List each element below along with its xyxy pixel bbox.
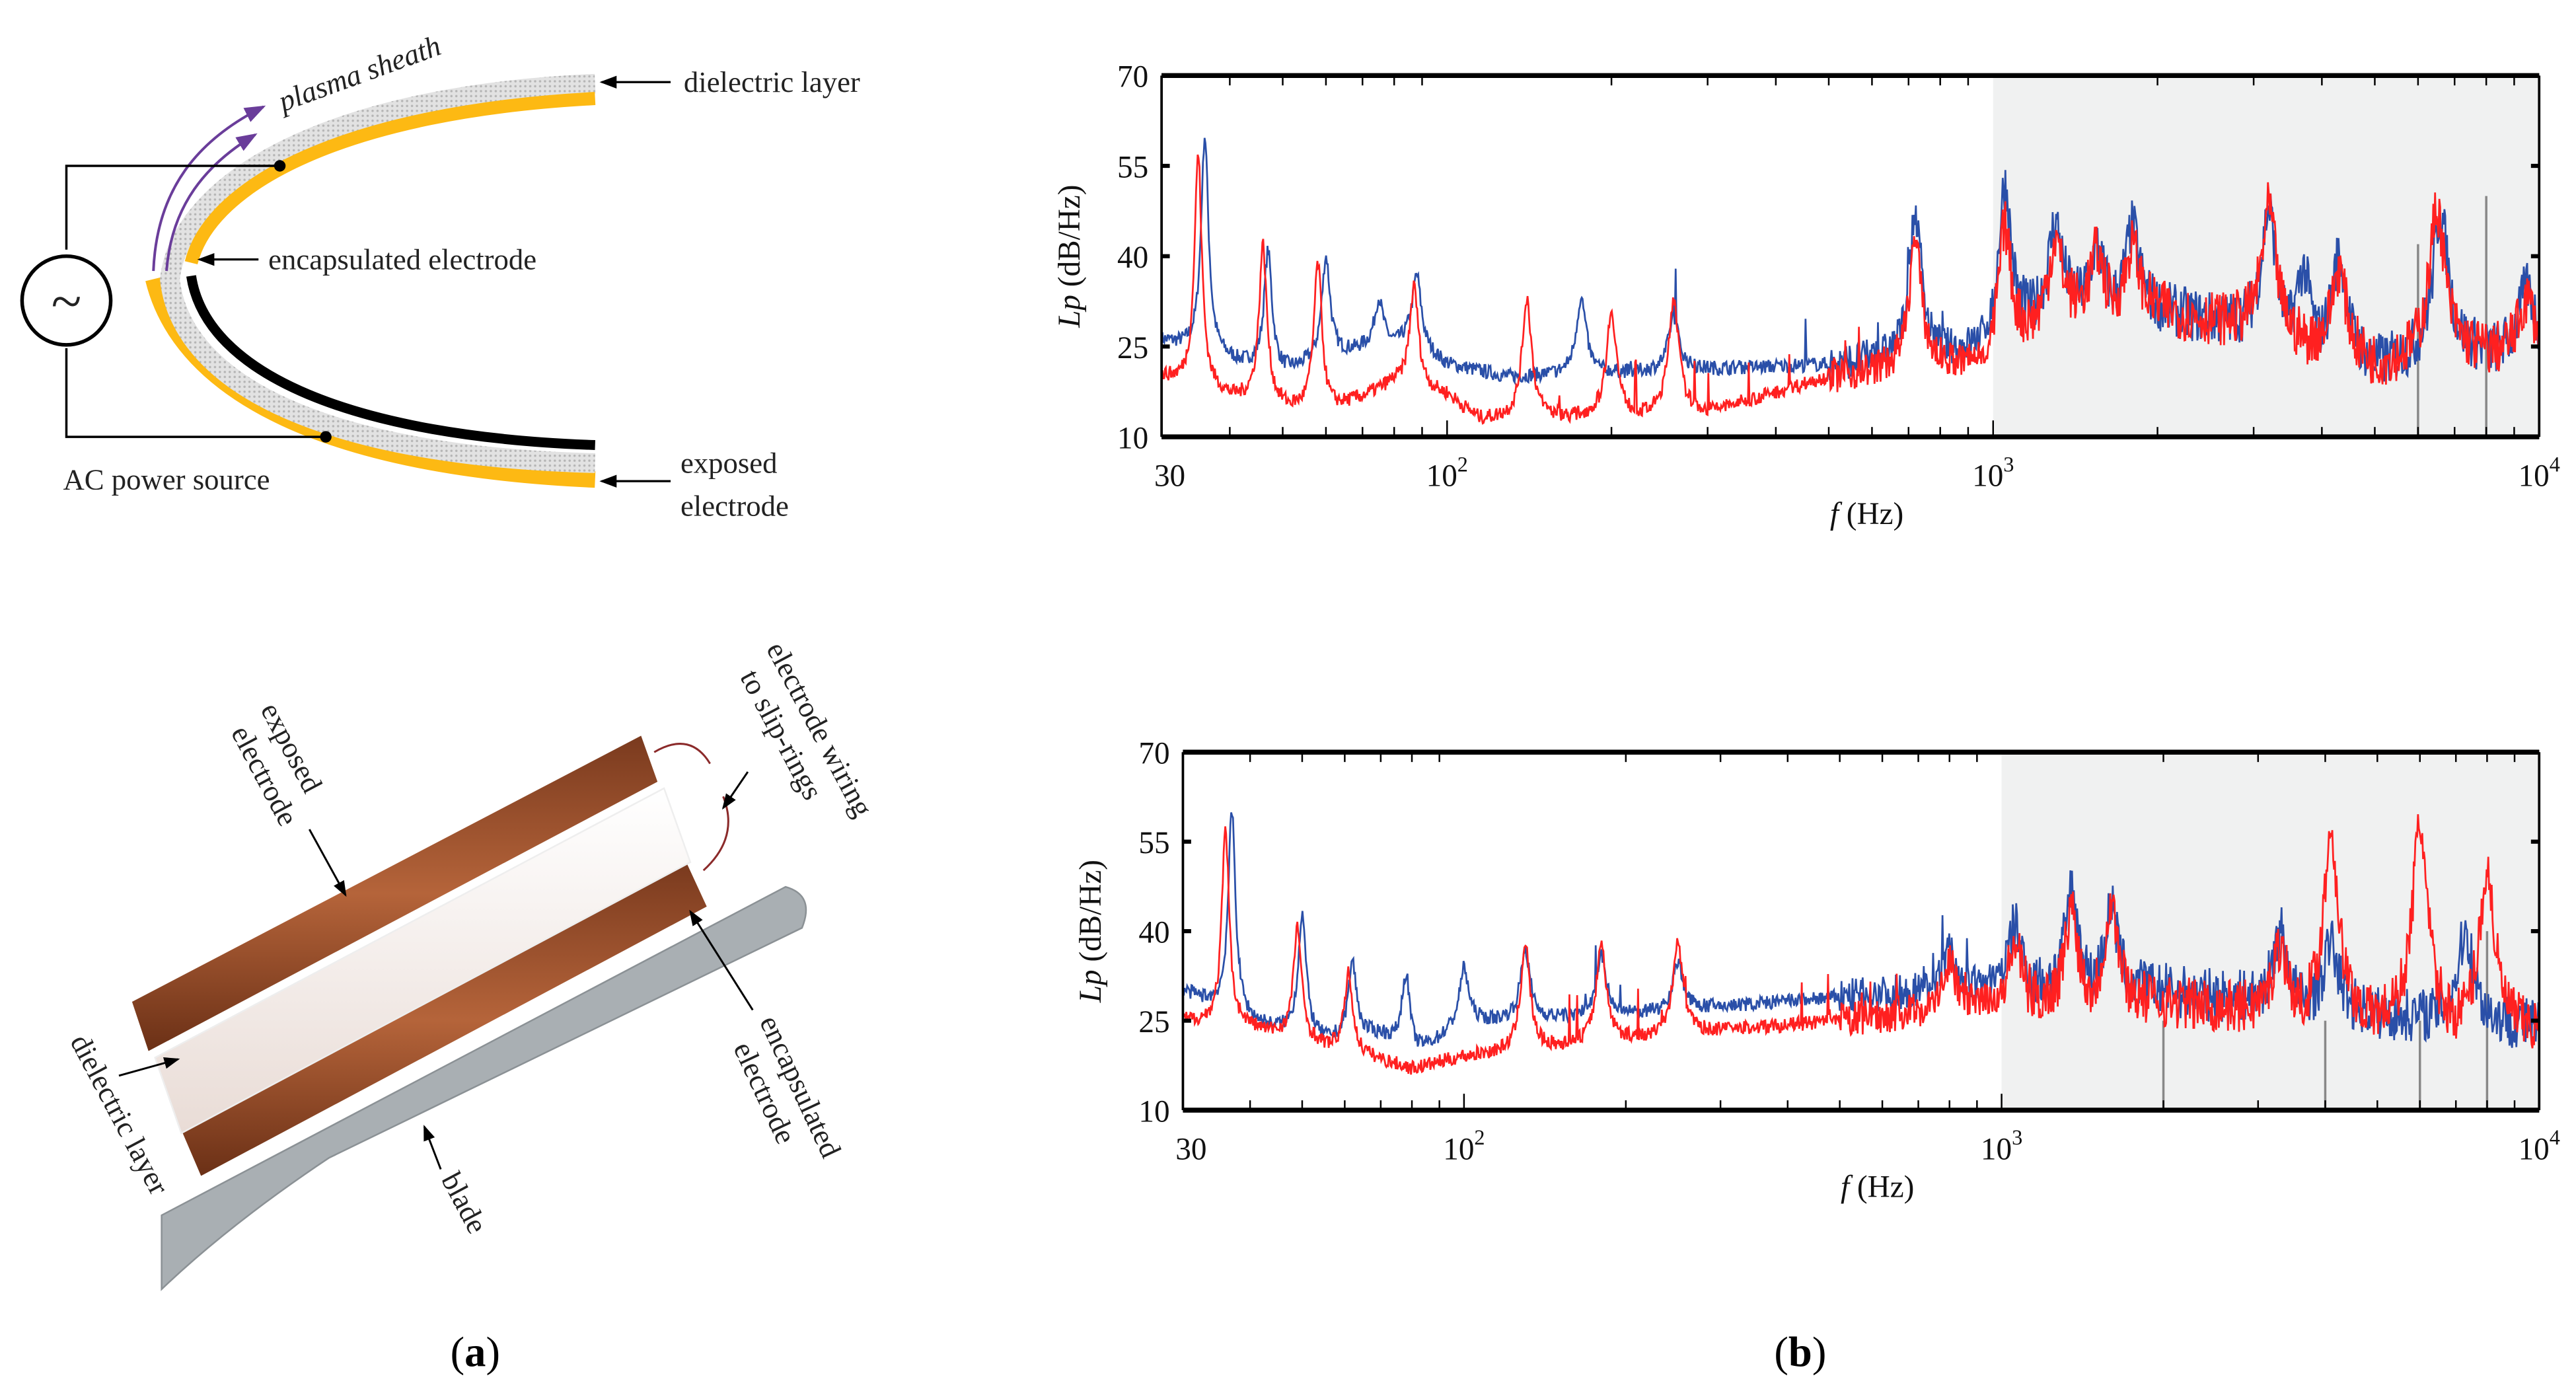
label-dielectric-layer: dielectric layer <box>684 65 860 98</box>
y-tick-label: 55 <box>1138 826 1169 860</box>
x-tick-label: 103 <box>1972 452 2014 493</box>
y-axis-label: Lp (dB/Hz) <box>1074 860 1108 1003</box>
wire-bottom <box>65 348 326 438</box>
blade-diagram: exposed electrode electrode wiring to sl… <box>64 636 880 1291</box>
x-tick-label: 102 <box>1426 452 1468 493</box>
x-tick-label: 104 <box>2519 1125 2560 1166</box>
label-exposed-electrode: electrode <box>681 489 789 522</box>
pointer-arrow <box>308 829 347 897</box>
y-tick-label: 40 <box>1138 916 1169 950</box>
series-line-blue <box>1182 812 2540 1048</box>
label-exposed-electrode: exposed <box>681 447 778 480</box>
ac-source-icon <box>20 254 113 347</box>
spectrum-chart-top: 30 102 103 104 10 25 40 55 70 f (Hz) Lp (dB/Hz) <box>1052 60 2560 531</box>
caption-b: (b) <box>1774 1328 1826 1376</box>
shaded-region <box>2001 752 2540 1111</box>
plasma-arrow <box>165 133 258 272</box>
plasma-arrow <box>152 105 266 272</box>
label-ac-power-source: AC power source <box>63 463 270 496</box>
connection-dot <box>274 160 286 172</box>
connection-dot <box>320 431 332 443</box>
series-line-blue <box>1160 137 2540 385</box>
x-tick-label: 102 <box>1443 1125 1485 1166</box>
y-tick-label: 70 <box>1138 737 1169 771</box>
pointer-arrow <box>721 771 749 810</box>
dielectric-layer-bar <box>154 787 692 1135</box>
blade <box>161 885 807 1291</box>
encapsulated-electrode-bar <box>181 864 707 1176</box>
y-tick-label: 55 <box>1117 150 1148 184</box>
series-line-red <box>1160 154 2540 425</box>
caption-a: (a) <box>451 1328 500 1376</box>
x-axis-label: f (Hz) <box>1830 497 1903 531</box>
wire-top <box>65 165 280 250</box>
shaded-region <box>1993 75 2540 437</box>
dielectric-layer <box>160 73 596 473</box>
label-dielectric-layer-2: dielectric layer <box>64 1029 176 1200</box>
y-axis-label: Lp (dB/Hz) <box>1052 185 1087 328</box>
y-tick-label: 25 <box>1117 331 1148 365</box>
exposed-electrode-bar <box>131 735 658 1051</box>
dbd-schematic: ~ plasma sheath dielectric layer encapsu… <box>20 28 860 522</box>
y-tick-label: 10 <box>1117 421 1148 455</box>
x-tick-label: 30 <box>1154 459 1185 494</box>
pointer-arrow <box>689 909 754 1011</box>
y-tick-label: 40 <box>1117 241 1148 275</box>
label-blade: blade <box>435 1167 494 1239</box>
y-tick-label: 10 <box>1138 1094 1169 1129</box>
x-tick-label: 103 <box>1981 1125 2022 1166</box>
x-tick-label: 30 <box>1175 1133 1206 1167</box>
pointer-arrow <box>423 1125 442 1170</box>
x-tick-label: 104 <box>2519 452 2560 493</box>
encapsulated-electrode <box>186 275 595 450</box>
exposed-electrode-upper <box>184 92 596 265</box>
label-encapsulated-electrode: encapsulated electrode <box>268 243 536 276</box>
spectrum-chart-bottom: 30 102 103 104 10 25 40 55 70 f (Hz) Lp (dB/Hz) <box>1074 737 2560 1205</box>
y-tick-label: 70 <box>1117 60 1148 94</box>
pointer-arrow <box>118 1057 180 1077</box>
ac-symbol: ~ <box>52 272 82 333</box>
series-line-red <box>1182 814 2540 1075</box>
x-axis-label: f (Hz) <box>1841 1170 1914 1205</box>
y-tick-label: 25 <box>1138 1005 1169 1039</box>
